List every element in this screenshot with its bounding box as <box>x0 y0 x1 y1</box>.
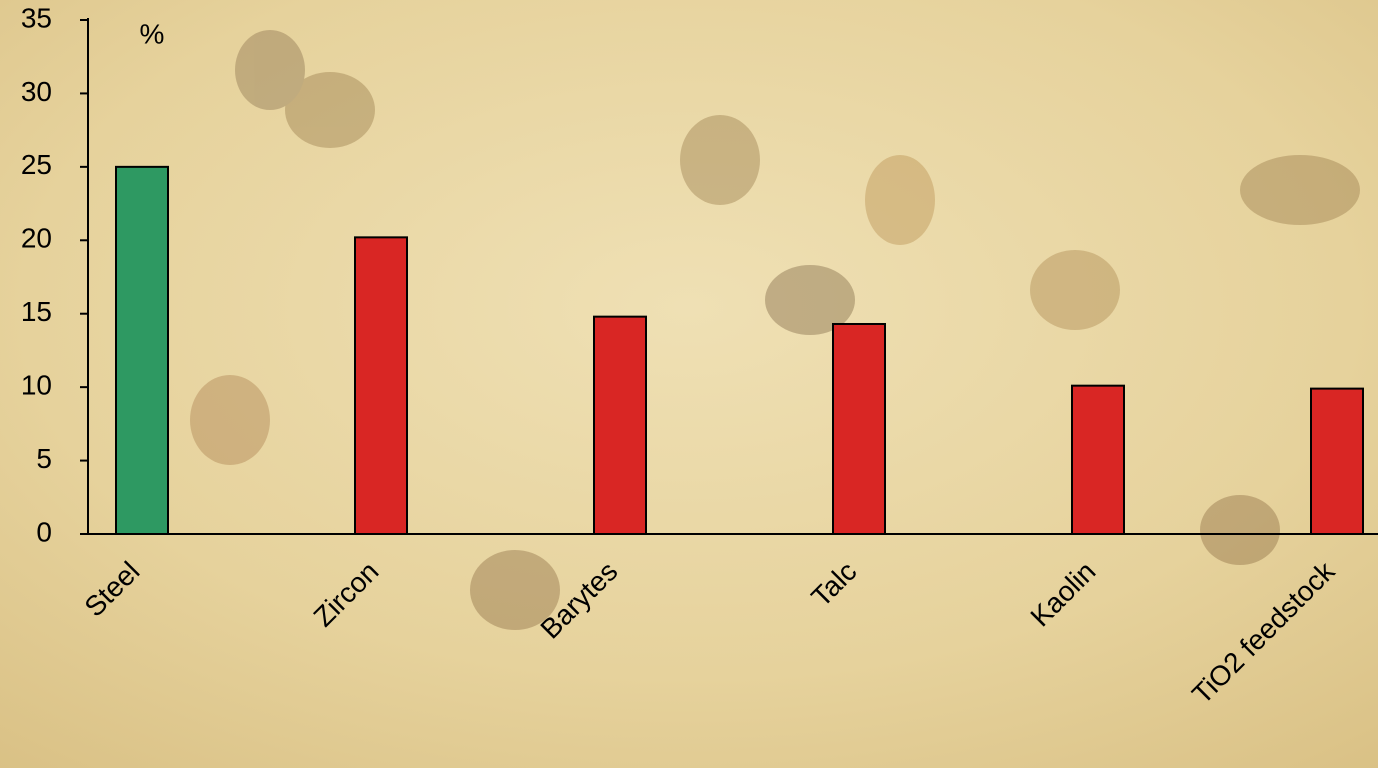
bar <box>593 315 647 535</box>
bar <box>115 165 169 535</box>
y-axis-label: % <box>140 18 165 49</box>
y-tick-label: 20 <box>21 223 52 254</box>
bar <box>832 322 886 535</box>
bar <box>354 236 408 535</box>
y-tick-label: 25 <box>21 149 52 180</box>
y-tick-label: 10 <box>21 370 52 401</box>
y-tick-label: 15 <box>21 296 52 327</box>
y-tick-label: 35 <box>21 2 52 33</box>
bar <box>1071 384 1125 535</box>
bar <box>1310 387 1364 535</box>
y-tick-label: 0 <box>36 516 52 547</box>
pebbles <box>190 30 1360 630</box>
y-tick-label: 30 <box>21 76 52 107</box>
y-tick-label: 5 <box>36 443 52 474</box>
